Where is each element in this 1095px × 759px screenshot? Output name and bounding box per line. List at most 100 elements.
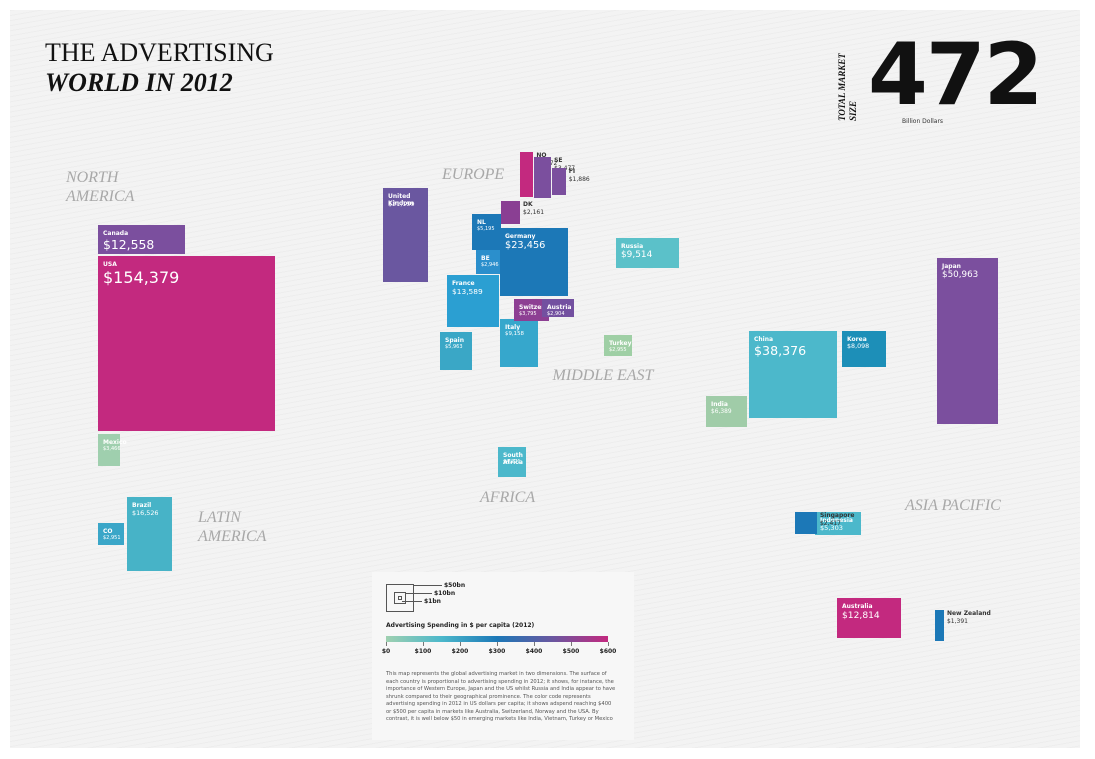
country-box: South Africa $4,271 xyxy=(498,447,527,478)
country-name: Japan xyxy=(942,263,961,270)
country-box: Italy $9,158 xyxy=(500,319,539,368)
country-name: BE xyxy=(481,255,490,262)
scale-tick xyxy=(497,642,498,646)
region-label: ASIA PACIFIC xyxy=(905,497,1001,514)
country-name: Canada xyxy=(103,230,129,237)
country-name: FI xyxy=(568,168,576,175)
scale-tick-label: $300 xyxy=(488,648,506,655)
total-unit: Billion Dollars xyxy=(902,118,944,125)
size-label: $1bn xyxy=(424,598,441,605)
country-box: India $6,389 xyxy=(706,396,748,427)
country-value: $3,795 xyxy=(519,311,537,317)
size-leader xyxy=(406,593,432,594)
country-value: $2,955 xyxy=(609,347,627,353)
country-name: Austria xyxy=(547,304,572,311)
country-value: $5,303 xyxy=(820,524,843,532)
country-box xyxy=(501,201,521,224)
region-label: LATIN AMERICA xyxy=(198,509,267,545)
country-box xyxy=(935,610,944,641)
country-box: Indonesia $5,303 xyxy=(815,512,862,536)
color-scale xyxy=(386,636,608,642)
total-value: 472 xyxy=(868,25,1044,125)
scale-tick xyxy=(423,642,424,646)
country-name: Mexico xyxy=(103,439,127,446)
region-label: NORTH AMERICA xyxy=(66,169,135,205)
country-name: Indonesia xyxy=(820,517,853,524)
country-name: USA xyxy=(103,261,117,268)
country-box xyxy=(520,152,534,197)
size-square xyxy=(398,596,402,600)
country-value: $16,526 xyxy=(132,509,159,517)
country-name: Singapore xyxy=(819,512,855,519)
country-box: Korea $8,098 xyxy=(842,331,887,368)
country-box: USA $154,379 xyxy=(98,256,275,431)
map-panel xyxy=(10,10,1080,748)
region-label: MIDDLE EAST xyxy=(552,367,654,384)
country-box: Spain $5,963 xyxy=(440,332,472,370)
country-name: Germany xyxy=(505,233,536,240)
country-value: $3,466 xyxy=(103,446,121,452)
country-name: Switzerland xyxy=(519,304,559,311)
country-name: CO xyxy=(103,528,113,535)
size-square xyxy=(393,591,407,605)
title-line1: THE ADVERTISING xyxy=(45,38,274,67)
country-box xyxy=(534,157,552,198)
country-name: Italy xyxy=(505,324,521,331)
scale-title: Advertising Spending in $ per capita (20… xyxy=(386,622,535,629)
country-value: $2,904 xyxy=(547,311,565,317)
country-box: France $13,589 xyxy=(447,275,500,328)
country-box: Canada $12,558 xyxy=(98,225,185,254)
country-name: South Africa xyxy=(503,452,523,466)
total-label: TOTAL MARKET SIZE xyxy=(837,53,858,121)
country-name: NO xyxy=(536,152,547,159)
country-value: $8,098 xyxy=(847,343,870,350)
size-leader xyxy=(401,601,422,602)
country-value: $9,514 xyxy=(621,250,653,260)
country-box: Mexico $3,466 xyxy=(98,434,127,466)
country-value: $23,456 xyxy=(505,240,546,251)
country-value: $2,417 xyxy=(819,520,841,527)
scale-tick xyxy=(386,642,387,646)
scale-tick-label: $600 xyxy=(599,648,617,655)
country-name: Turkey xyxy=(609,340,632,347)
scale-tick xyxy=(534,642,535,646)
country-value: $154,379 xyxy=(103,268,180,287)
country-name: Australia xyxy=(842,603,873,610)
country-name: NL xyxy=(477,219,486,226)
country-name: Korea xyxy=(847,336,867,343)
country-value: $4,271 xyxy=(503,459,521,465)
country-name: Brazil xyxy=(132,502,152,509)
scale-tick-label: $500 xyxy=(562,648,580,655)
country-name: Spain xyxy=(445,337,464,344)
country-name: China xyxy=(754,336,774,343)
country-box: Brazil $16,526 xyxy=(127,497,172,571)
scale-tick-label: $100 xyxy=(414,648,432,655)
legend: Advertising Spending in $ per capita (20… xyxy=(372,572,634,740)
country-box: Turkey $2,955 xyxy=(604,335,633,356)
country-box: Germany $23,456 xyxy=(500,228,569,297)
scale-tick xyxy=(571,642,572,646)
country-value: $1,391 xyxy=(946,618,968,625)
scale-tick-label: $400 xyxy=(525,648,543,655)
country-value: $9,158 xyxy=(505,331,524,337)
region-label: EUROPE xyxy=(442,166,505,183)
country-value: $38,376 xyxy=(754,343,807,358)
country-box: China $38,376 xyxy=(749,331,838,418)
scale-tick-label: $200 xyxy=(451,648,469,655)
region-label: AFRICA xyxy=(480,489,536,506)
scale-tick-label: $0 xyxy=(381,648,391,655)
country-value: $5,963 xyxy=(445,344,463,350)
country-box: Switzerland $3,795 xyxy=(514,299,559,321)
country-name: DK xyxy=(523,201,533,208)
country-value: $12,814 xyxy=(842,611,880,621)
size-label: $10bn xyxy=(434,590,456,597)
country-box: Australia $12,814 xyxy=(837,598,902,639)
scale-tick xyxy=(608,642,609,646)
title-line2: WORLD IN 2012 xyxy=(45,68,233,97)
country-value: $5,195 xyxy=(477,226,495,232)
country-value: $2,161 xyxy=(523,209,545,216)
country-box: BE $2,946 xyxy=(476,250,501,275)
country-name: India xyxy=(711,401,728,408)
description: This map represents the global advertisi… xyxy=(386,671,616,722)
